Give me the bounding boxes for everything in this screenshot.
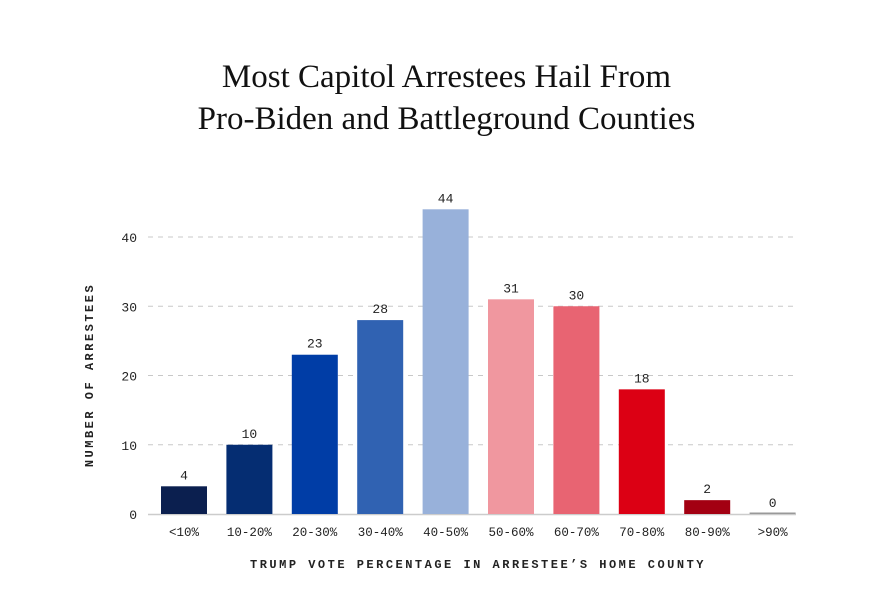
chart-title-line-1: Most Capitol Arrestees Hail From [221,59,672,95]
chart-title: Most Capitol Arrestees Hail From Pro-Bid… [0,56,893,140]
bar-<10% [161,486,207,514]
y-tick-labels: 0 10 20 30 40 [121,231,137,523]
x-tick-label: 40-50% [423,526,469,540]
data-label: 23 [307,337,323,352]
data-label: 0 [769,496,777,511]
bars [161,209,796,515]
y-tick-label: 30 [121,300,137,315]
y-tick-label: 40 [121,231,137,246]
data-label: 2 [703,482,711,497]
x-tick-label: 50-60% [488,526,534,540]
bar-50-60% [488,299,534,514]
x-tick-label: 30-40% [358,526,404,540]
y-tick-label: 0 [129,508,137,523]
bar-80-90% [684,500,731,514]
data-labels: 4 10 23 28 44 31 30 18 2 0 [180,191,776,511]
bar->90% [749,512,796,514]
x-tick-label: 80-90% [685,526,731,540]
data-label: 44 [438,191,454,206]
bar-40-50% [422,209,469,515]
y-axis-label: NUMBER OF ARRESTEES [83,283,97,467]
x-tick-label: 60-70% [554,526,600,540]
data-label: 30 [569,288,585,303]
data-label: 28 [372,302,388,317]
chart-title-line-2: Pro-Biden and Battleground Counties [197,101,696,137]
data-label: 31 [503,281,519,296]
x-tick-label: 20-30% [292,526,338,540]
y-tick-label: 20 [121,370,137,385]
bar-10-20% [226,444,273,514]
data-label: 18 [634,371,650,386]
data-label: 10 [242,427,258,442]
x-tick-label: 10-20% [227,526,273,540]
x-axis-label: TRUMP VOTE PERCENTAGE IN ARRESTEE’S HOME… [250,558,706,572]
data-label: 4 [180,468,188,483]
x-tick-label: >90% [758,526,789,540]
x-tick-label: <10% [169,526,200,540]
bar-30-40% [357,320,404,514]
bar-20-30% [291,354,338,514]
y-tick-label: 10 [121,439,137,454]
bar-60-70% [553,306,600,514]
x-tick-label: 70-80% [619,526,665,540]
x-tick-labels: <10% 10-20% 20-30% 30-40% 40-50% 50-60% 60-70%… [169,526,788,540]
gridlines [148,236,796,516]
bar-70-80% [618,389,665,514]
